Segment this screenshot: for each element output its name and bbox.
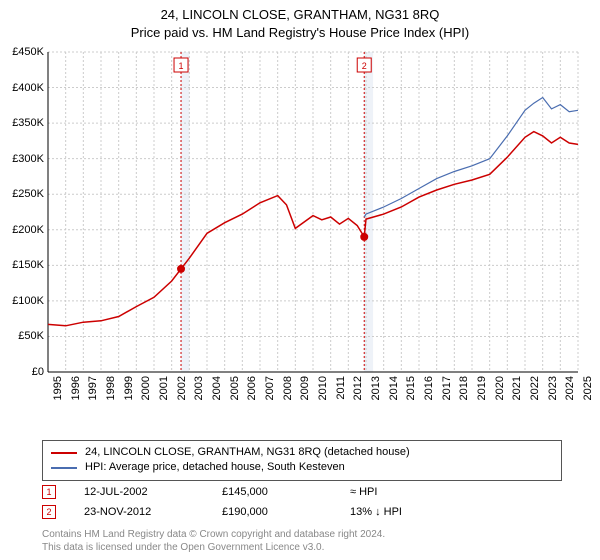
- x-tick-label: 2010: [317, 376, 329, 400]
- x-tick-label: 2003: [193, 376, 205, 400]
- x-tick-label: 2015: [405, 376, 417, 400]
- x-tick-label: 2023: [547, 376, 559, 400]
- x-tick-label: 1995: [52, 376, 64, 400]
- x-tick-label: 2006: [246, 376, 258, 400]
- footer-line-1: Contains HM Land Registry data © Crown c…: [42, 528, 385, 541]
- x-tick-label: 2004: [211, 376, 223, 400]
- title-address: 24, LINCOLN CLOSE, GRANTHAM, NG31 8RQ: [0, 6, 600, 24]
- x-tick-label: 2012: [352, 376, 364, 400]
- sale-price: £190,000: [222, 506, 322, 518]
- line-chart: 12: [0, 44, 600, 424]
- chart-area: £0£50K£100K£150K£200K£250K£300K£350K£400…: [0, 44, 600, 424]
- sale-hpi: ≈ HPI: [350, 486, 470, 498]
- footer-line-2: This data is licensed under the Open Gov…: [42, 541, 385, 554]
- x-tick-label: 2017: [441, 376, 453, 400]
- x-tick-label: 2020: [494, 376, 506, 400]
- x-tick-label: 2007: [264, 376, 276, 400]
- x-tick-label: 2024: [564, 376, 576, 400]
- legend-label: 24, LINCOLN CLOSE, GRANTHAM, NG31 8RQ (d…: [85, 445, 410, 460]
- svg-text:2: 2: [362, 61, 367, 71]
- x-tick-label: 2011: [335, 376, 347, 400]
- x-tick-label: 2025: [582, 376, 594, 400]
- x-tick-label: 2001: [158, 376, 170, 400]
- legend-swatch: [51, 452, 77, 454]
- title-subtitle: Price paid vs. HM Land Registry's House …: [0, 24, 600, 42]
- legend-label: HPI: Average price, detached house, Sout…: [85, 460, 345, 475]
- sale-date: 12-JUL-2002: [84, 486, 194, 498]
- legend-row: HPI: Average price, detached house, Sout…: [51, 460, 553, 475]
- sale-row: 1 12-JUL-2002 £145,000 ≈ HPI: [42, 482, 562, 502]
- x-tick-label: 1998: [105, 376, 117, 400]
- x-tick-label: 1999: [123, 376, 135, 400]
- x-tick-label: 1997: [87, 376, 99, 400]
- legend-row: 24, LINCOLN CLOSE, GRANTHAM, NG31 8RQ (d…: [51, 445, 553, 460]
- x-tick-label: 2016: [423, 376, 435, 400]
- legend-swatch: [51, 467, 77, 469]
- x-tick-label: 2009: [299, 376, 311, 400]
- sale-badge: 2: [42, 505, 56, 519]
- x-tick-label: 2019: [476, 376, 488, 400]
- sale-date: 23-NOV-2012: [84, 506, 194, 518]
- x-tick-label: 2008: [282, 376, 294, 400]
- x-tick-label: 2021: [511, 376, 523, 400]
- sale-badge: 1: [42, 485, 56, 499]
- title-block: 24, LINCOLN CLOSE, GRANTHAM, NG31 8RQ Pr…: [0, 0, 600, 41]
- sale-price: £145,000: [222, 486, 322, 498]
- sale-row: 2 23-NOV-2012 £190,000 13% ↓ HPI: [42, 502, 562, 522]
- x-tick-label: 2013: [370, 376, 382, 400]
- x-tick-label: 2002: [176, 376, 188, 400]
- x-tick-label: 2022: [529, 376, 541, 400]
- x-tick-label: 2000: [140, 376, 152, 400]
- legend: 24, LINCOLN CLOSE, GRANTHAM, NG31 8RQ (d…: [42, 440, 562, 481]
- svg-text:1: 1: [179, 61, 184, 71]
- x-axis-labels: 1995 1996 1997 1998 1999 2000 2001 2002 2003 2004…: [0, 376, 600, 424]
- x-tick-label: 2014: [388, 376, 400, 400]
- sale-hpi: 13% ↓ HPI: [350, 506, 470, 518]
- footer-attribution: Contains HM Land Registry data © Crown c…: [42, 528, 385, 554]
- sales-table: 1 12-JUL-2002 £145,000 ≈ HPI 2 23-NOV-2012 £19…: [42, 482, 562, 522]
- x-tick-label: 1996: [70, 376, 82, 400]
- x-tick-label: 2005: [229, 376, 241, 400]
- x-tick-label: 2018: [458, 376, 470, 400]
- chart-container: 24, LINCOLN CLOSE, GRANTHAM, NG31 8RQ Pr…: [0, 0, 600, 560]
